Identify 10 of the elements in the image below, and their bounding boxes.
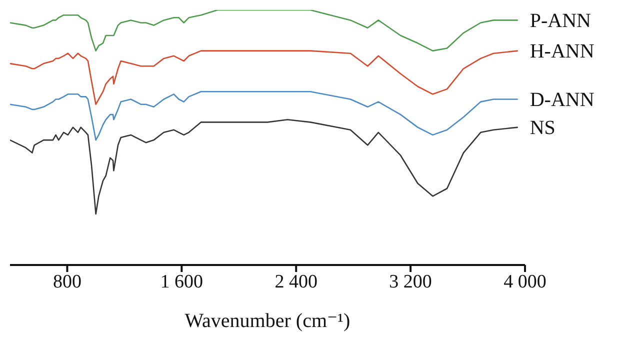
x-tick-label: 1 600 [160, 271, 204, 292]
x-tick-label: 800 [52, 271, 82, 292]
series-label: H-ANN [530, 40, 594, 62]
x-tick-label: 2 400 [274, 271, 318, 292]
series-label: NS [530, 116, 556, 139]
x-tick-label: 4 000 [504, 271, 546, 292]
x-tick-label: 3 200 [389, 271, 432, 292]
series-label: P-ANN [530, 10, 591, 32]
x-axis-title: Wavenumber (cm⁻¹) [184, 310, 350, 332]
series-label: D-ANN [530, 88, 594, 111]
